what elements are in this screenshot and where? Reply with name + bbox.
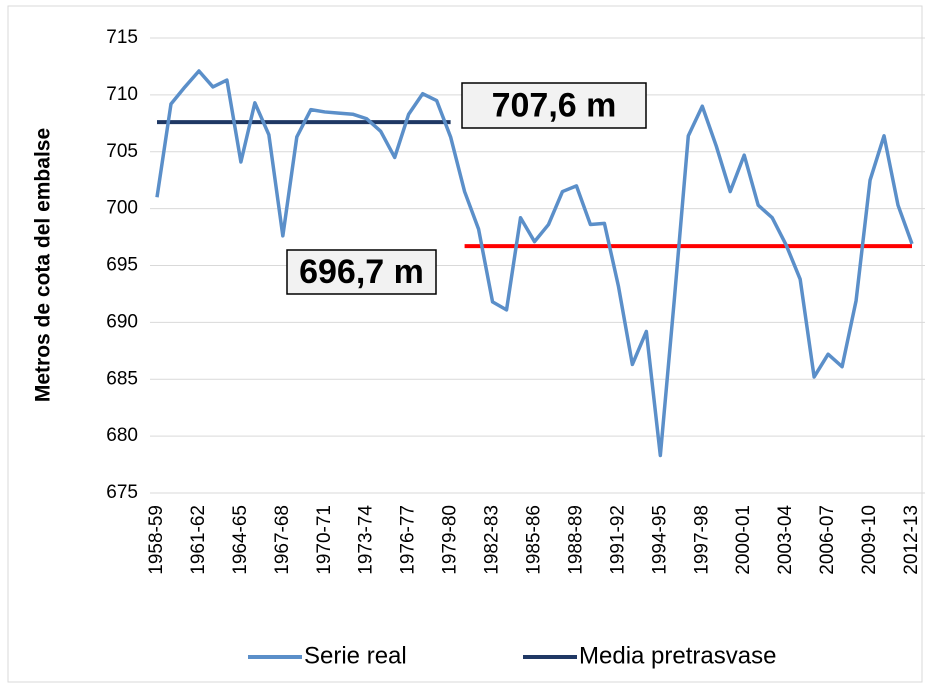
x-tick-label: 2000-01 [733, 505, 754, 575]
x-tick-label: 2006-07 [817, 505, 838, 575]
x-tick-label: 1997-98 [691, 505, 712, 575]
y-tick-label: 700 [106, 198, 138, 219]
x-tick-label: 2003-04 [775, 505, 796, 575]
x-tick-label: 1967-68 [272, 505, 293, 575]
y-tick-label: 705 [106, 141, 138, 162]
x-tick-label: 1970-71 [314, 505, 335, 575]
x-tick-label: 2012-13 [901, 505, 922, 575]
x-tick-label: 1973-74 [356, 505, 377, 575]
y-tick-label: 715 [106, 27, 138, 48]
annotation-box [286, 249, 437, 295]
annotation-box [461, 82, 647, 129]
legend-label: Media pretrasvase [579, 642, 776, 669]
x-tick-label: 1988-89 [565, 505, 586, 575]
y-tick-label: 695 [106, 255, 138, 276]
x-tick-label: 1976-77 [398, 505, 419, 575]
y-axis-label: Metros de cota del embalse [32, 128, 55, 402]
y-tick-label: 710 [106, 84, 138, 105]
y-tick-label: 675 [106, 482, 138, 503]
series-line [155, 69, 914, 458]
y-tick-label: 685 [106, 368, 138, 389]
y-tick-label: 680 [106, 425, 138, 446]
x-tick-label: 1964-65 [230, 505, 251, 575]
x-tick-label: 2009-10 [859, 505, 880, 575]
x-tick-label: 1961-62 [188, 505, 209, 575]
legend-label: Serie real [304, 642, 407, 669]
x-tick-label: 1979-80 [440, 505, 461, 575]
x-tick-label: 1982-83 [482, 505, 503, 575]
x-tick-label: 1958-59 [146, 505, 167, 575]
annotation: 696,7 m [299, 253, 424, 291]
x-tick-label: 1991-92 [607, 505, 628, 575]
annotation: 707,6 m [492, 86, 617, 124]
x-tick-label: 1985-86 [524, 505, 545, 575]
y-tick-label: 690 [106, 311, 138, 332]
x-tick-label: 1994-95 [649, 505, 670, 575]
